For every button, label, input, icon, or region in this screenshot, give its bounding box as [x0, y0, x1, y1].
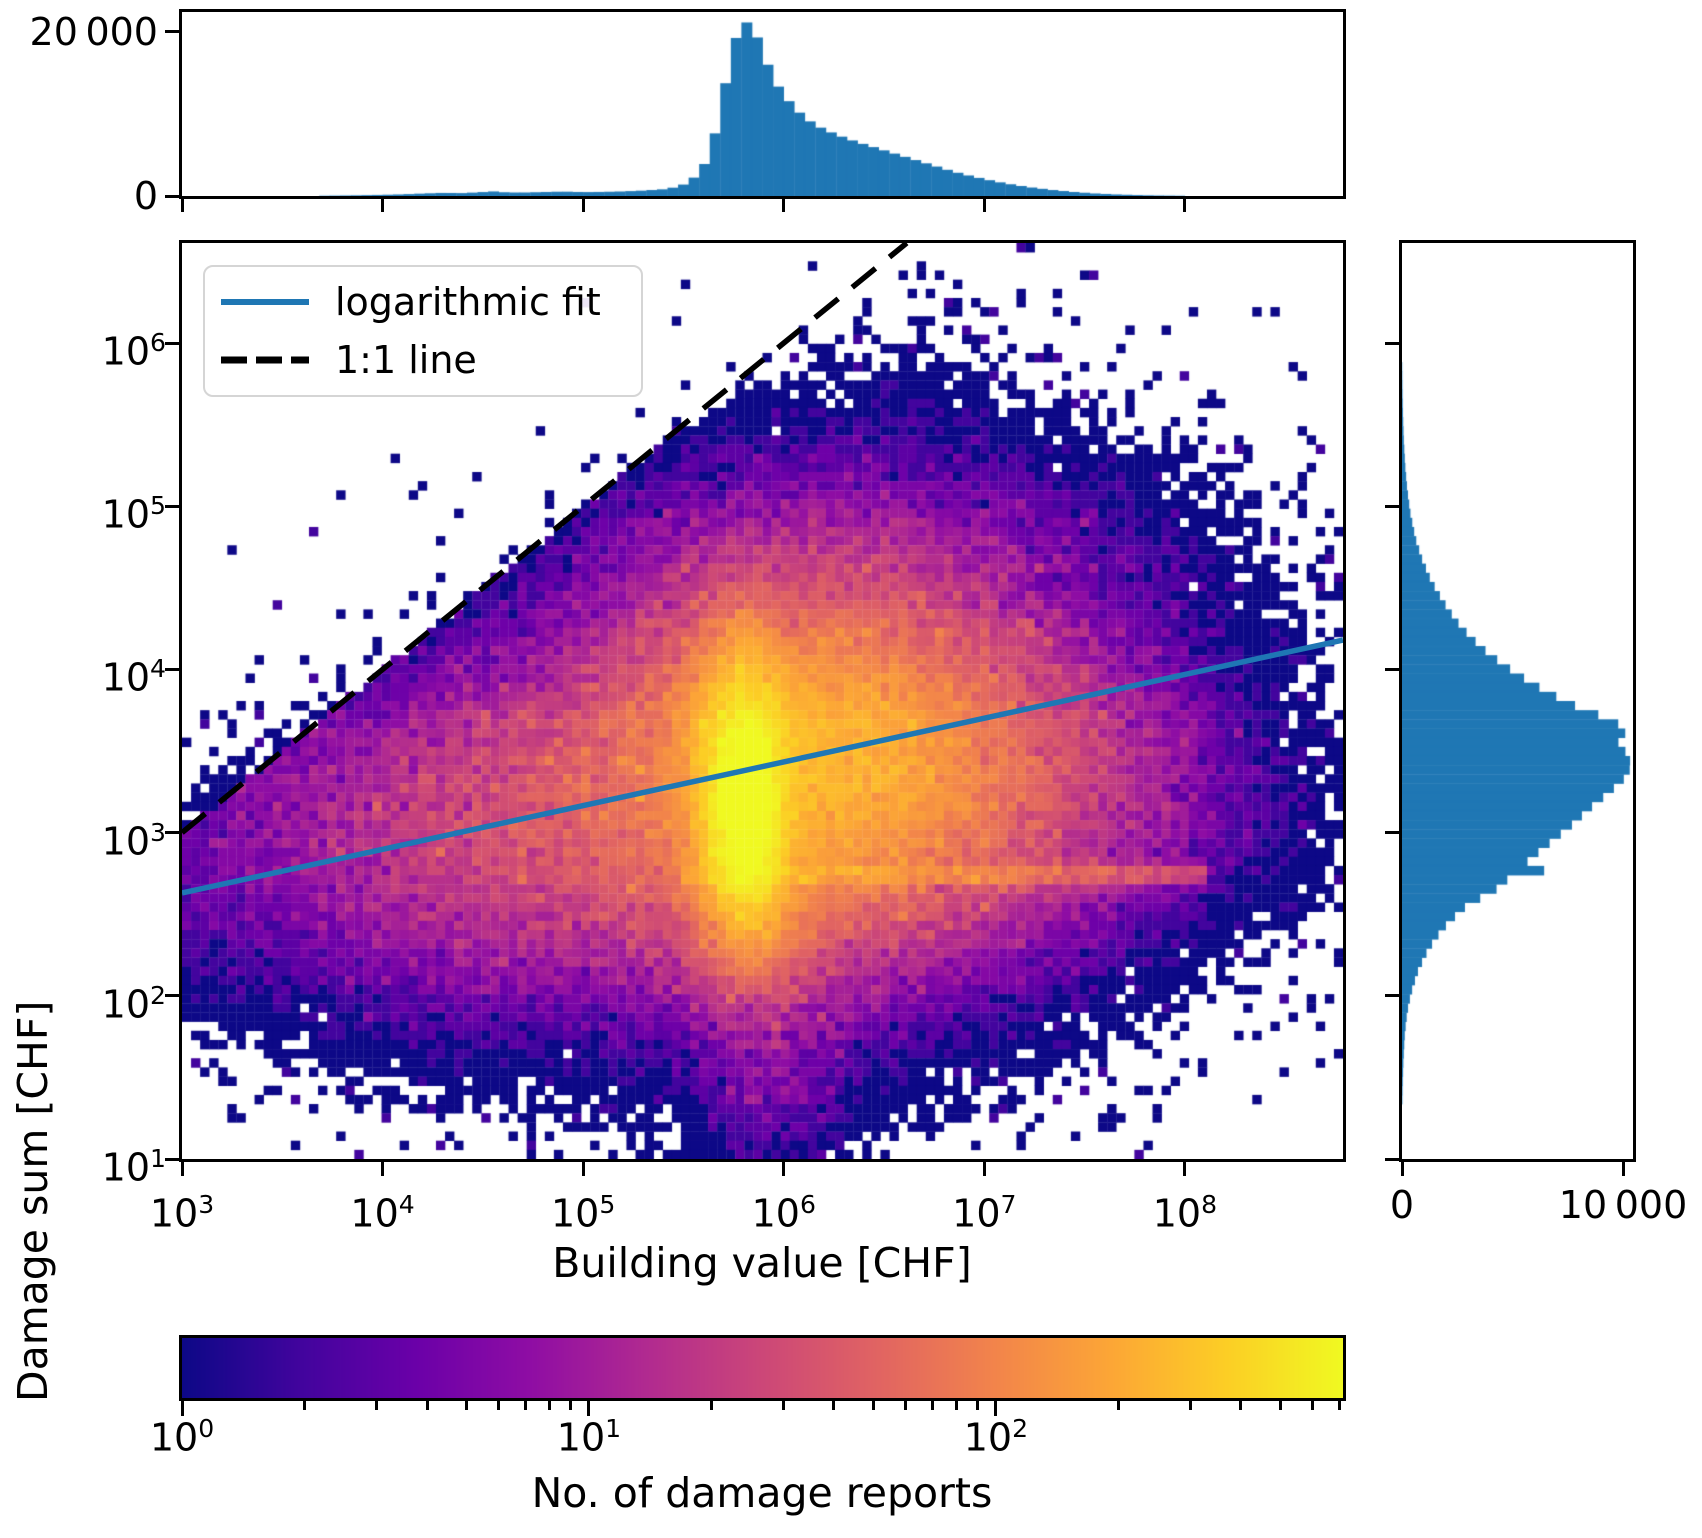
colorbar-minor-tick — [524, 1401, 528, 1410]
right-hist-count-tick — [1621, 1162, 1625, 1176]
legend-label-one-to-one: 1:1 line — [335, 337, 477, 382]
right-histogram-canvas — [1402, 243, 1633, 1159]
top-hist-x-tick — [180, 199, 184, 212]
top-hist-x-tick — [581, 199, 585, 212]
colorbar-minor-tick — [548, 1401, 551, 1410]
colorbar-minor-tick — [1239, 1401, 1243, 1410]
y-axis-tick-label: 104 — [101, 654, 166, 701]
top-histogram-canvas — [182, 12, 1343, 196]
top-hist-x-tick — [782, 199, 786, 212]
x-axis-tick — [982, 1162, 986, 1176]
fit-line-sample-icon — [221, 299, 309, 306]
colorbar-minor-tick — [904, 1401, 908, 1410]
right-hist-y-tick — [1385, 504, 1399, 508]
y-axis-tick-label: 105 — [101, 491, 166, 537]
legend-label-fit: logarithmic fit — [335, 280, 601, 325]
colorbar-minor-tick — [464, 1401, 468, 1410]
right-hist-y-tick — [1385, 667, 1399, 671]
colorbar-tick-label: 102 — [963, 1414, 1029, 1460]
x-axis-tick — [1183, 1162, 1187, 1176]
y-axis-tick — [165, 504, 179, 508]
x-axis-tick-label: 105 — [551, 1190, 616, 1236]
y-axis-tick-label: 101 — [101, 1144, 166, 1190]
y-axis-tick — [165, 341, 179, 345]
x-axis-tick-label: 107 — [952, 1190, 1017, 1236]
right-hist-y-tick — [1385, 831, 1399, 835]
colorbar-minor-tick — [568, 1401, 572, 1410]
colorbar-tick-label: 101 — [556, 1414, 622, 1460]
x-axis-tick — [180, 1162, 184, 1176]
colorbar-major-tick — [587, 1401, 591, 1416]
colorbar-major-tick — [180, 1401, 184, 1416]
x-axis-tick-label: 104 — [350, 1190, 415, 1236]
right-marginal-histogram-panel — [1399, 240, 1636, 1162]
dashed-line-sample-icon — [221, 356, 309, 364]
colorbar-minor-tick — [1116, 1401, 1120, 1410]
x-axis-tick-label: 108 — [1152, 1190, 1218, 1236]
right-hist-count-tick-label: 10 000 — [1558, 1183, 1688, 1227]
x-axis-tick-label: 103 — [149, 1190, 215, 1236]
right-hist-y-tick — [1385, 994, 1399, 998]
colorbar-minor-tick — [1188, 1401, 1192, 1410]
right-hist-count-tick — [1400, 1162, 1404, 1176]
y-axis-tick — [165, 831, 179, 835]
colorbar-canvas — [182, 1338, 1343, 1398]
colorbar-minor-tick — [954, 1401, 958, 1410]
top-hist-count-tick — [165, 194, 179, 198]
top-hist-count-tick — [165, 30, 179, 34]
colorbar-minor-tick — [497, 1401, 501, 1410]
top-hist-x-tick — [381, 199, 385, 212]
top-marginal-histogram-panel — [179, 9, 1346, 199]
colorbar-tick-label: 100 — [149, 1414, 215, 1460]
x-axis-tick-label: 106 — [751, 1190, 816, 1236]
colorbar-minor-tick — [374, 1401, 378, 1410]
y-axis-tick-label: 103 — [101, 817, 166, 864]
colorbar-minor-tick — [1311, 1401, 1315, 1410]
right-hist-y-tick — [1385, 1157, 1399, 1161]
y-axis-tick — [165, 667, 179, 671]
y-axis-tick — [165, 994, 179, 998]
colorbar-minor-tick — [709, 1401, 713, 1410]
colorbar-minor-tick — [871, 1401, 875, 1410]
colorbar-minor-tick — [425, 1401, 429, 1410]
top-hist-count-tick-label: 0 — [133, 174, 158, 218]
colorbar-major-tick — [994, 1401, 998, 1416]
x-axis-tick — [381, 1162, 385, 1176]
right-hist-y-tick — [1385, 341, 1399, 345]
colorbar-minor-tick — [975, 1401, 979, 1410]
colorbar-minor-tick — [1278, 1401, 1282, 1410]
colorbar-panel — [179, 1335, 1346, 1401]
x-axis-label: Building value [CHF] — [552, 1239, 972, 1287]
legend-item-logarithmic-fit: logarithmic fit — [219, 280, 641, 324]
x-axis-tick — [581, 1162, 585, 1176]
y-axis-tick-label: 106 — [101, 328, 166, 374]
colorbar-minor-tick — [931, 1401, 935, 1410]
legend: logarithmic fit 1:1 line — [203, 265, 643, 397]
right-hist-count-tick-label: 0 — [1389, 1183, 1415, 1227]
colorbar-minor-tick — [303, 1401, 306, 1410]
colorbar-label: No. of damage reports — [531, 1469, 993, 1517]
legend-item-one-to-one: 1:1 line — [219, 338, 641, 382]
top-hist-x-tick — [982, 199, 986, 212]
top-hist-x-tick — [1183, 199, 1187, 212]
x-axis-tick — [782, 1162, 786, 1176]
colorbar-minor-tick — [1338, 1401, 1342, 1410]
y-axis-tick — [165, 1157, 179, 1161]
colorbar-minor-tick — [832, 1401, 836, 1410]
colorbar-minor-tick — [781, 1401, 785, 1410]
y-axis-tick-label: 102 — [101, 980, 166, 1027]
top-hist-count-tick-label: 20 000 — [29, 9, 158, 54]
